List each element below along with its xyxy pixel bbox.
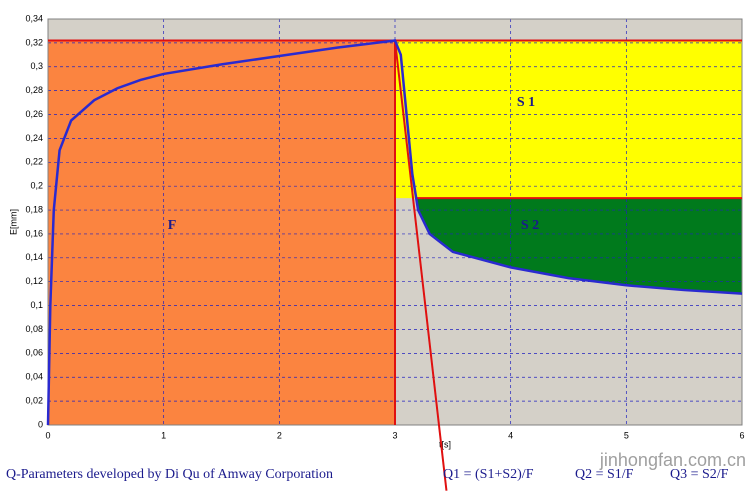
tangent-line [394,40,448,491]
x-axis-label: t[s] [439,439,451,449]
region-label: S 2 [521,218,539,233]
region-s2 [416,198,742,294]
y-tick-label: 0,28 [25,85,43,95]
footer-q3: Q3 = S2/F [670,467,729,482]
y-tick-label: 0 [38,419,43,429]
x-tick-label: 3 [392,430,397,440]
x-tick-label: 0 [45,430,50,440]
y-tick-label: 0,24 [25,133,43,143]
y-tick-label: 0,12 [25,276,43,286]
curve [46,39,743,426]
y-axis-label: E[mm] [8,209,18,235]
y-tick-label: 0,06 [25,348,43,358]
footer-q2: Q2 = S1/F [575,467,634,482]
y-tick-label: 0,3 [30,61,43,71]
y-tick-label: 0,22 [25,157,43,167]
footer-q1: Q1 = (S1+S2)/F [443,467,534,482]
y-tick-label: 0,26 [25,109,43,119]
y-tick-label: 0,32 [25,37,43,47]
y-tick-label: 0,08 [25,324,43,334]
footer-credit: Q-Parameters developed by Di Qu of Amway… [6,467,333,482]
region-s1 [395,40,742,199]
region-label: S 1 [517,95,535,110]
y-tick-label: 0,04 [25,372,43,382]
y-tick-label: 0,18 [25,204,43,214]
x-tick-label: 2 [277,430,282,440]
y-tick-label: 0,34 [25,13,43,23]
x-tick-label: 1 [161,430,166,440]
y-tick-label: 0,1 [30,300,43,310]
y-tick-label: 0,16 [25,228,43,238]
x-tick-label: 5 [624,430,629,440]
region-label: F [168,218,177,233]
x-tick-label: 6 [739,430,744,440]
y-tick-label: 0,02 [25,395,43,405]
y-tick-label: 0,2 [30,181,43,191]
watermark: jinhongfan.com.cn [599,450,746,470]
x-tick-label: 4 [508,430,513,440]
region-f [48,40,395,426]
y-tick-label: 0,14 [25,252,43,262]
